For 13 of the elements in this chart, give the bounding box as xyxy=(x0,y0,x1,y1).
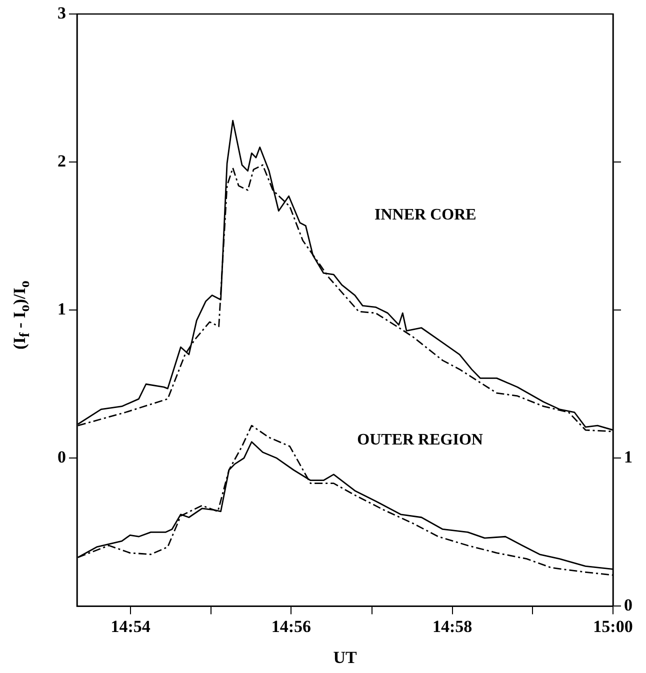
annotation: INNER CORE xyxy=(374,206,476,224)
y2-tick-label: 0 xyxy=(624,596,632,615)
annotation: OUTER REGION xyxy=(357,432,484,449)
y-tick-label: 0 xyxy=(58,448,66,467)
y2-tick-label: 1 xyxy=(624,448,632,467)
y-tick-label: 3 xyxy=(58,3,66,22)
x-axis-title: UT xyxy=(333,648,358,668)
x-tick-label: 14:58 xyxy=(432,616,472,636)
x-tick-label: 15:00 xyxy=(593,616,633,636)
x-tick-label: 14:56 xyxy=(271,616,312,636)
x-tick-label: 14:54 xyxy=(110,616,151,636)
y-tick-label: 1 xyxy=(58,299,66,318)
y-tick-label: 2 xyxy=(58,151,66,170)
